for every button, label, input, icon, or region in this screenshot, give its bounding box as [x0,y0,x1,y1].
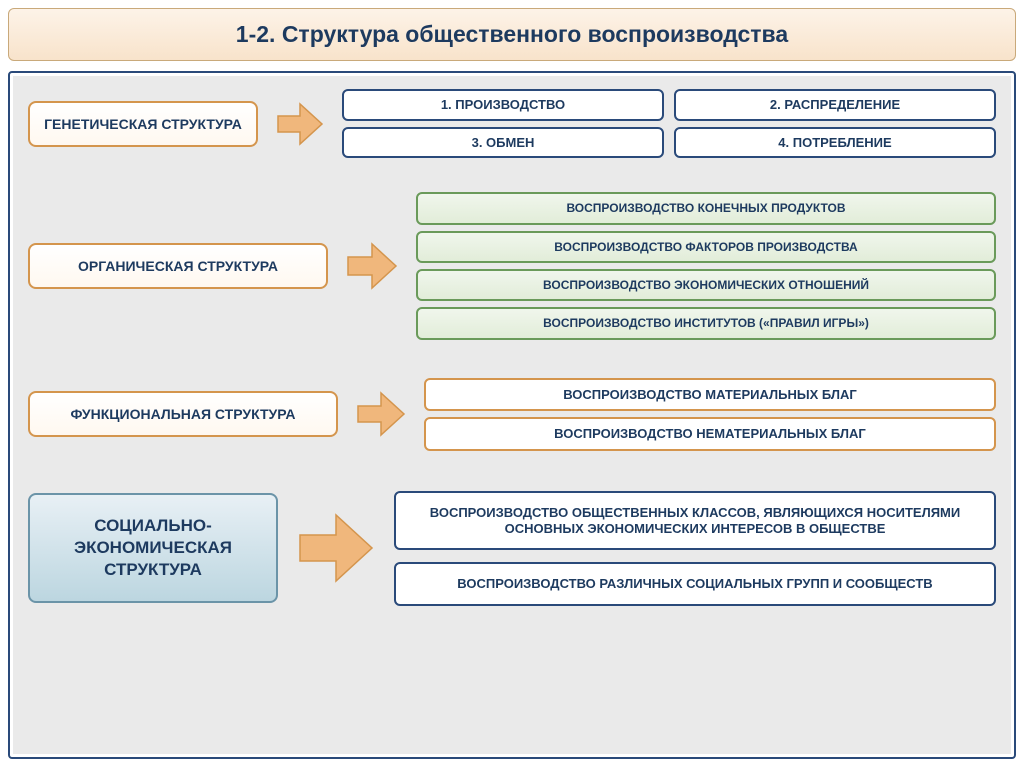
label-functional: ФУНКЦИОНАЛЬНАЯ СТРУКТУРА [28,391,338,437]
item-production-factors: ВОСПРОИЗВОДСТВО ФАКТОРОВ ПРОИЗВОДСТВА [416,231,996,263]
item-final-products: ВОСПРОИЗВОДСТВО КОНЕЧНЫХ ПРОДУКТОВ [416,192,996,224]
page-title: 1-2. Структура общественного воспроизвод… [8,8,1016,61]
diagram-frame: ГЕНЕТИЧЕСКАЯ СТРУКТУРА 1. ПРОИЗВОДСТВО 2… [8,71,1016,759]
functional-items: ВОСПРОИЗВОДСТВО МАТЕРИАЛЬНЫХ БЛАГ ВОСПРО… [424,378,996,451]
label-organic: ОРГАНИЧЕСКАЯ СТРУКТУРА [28,243,328,289]
item-production: 1. ПРОИЗВОДСТВО [342,89,664,121]
arrow-icon [276,102,324,146]
item-social-groups: ВОСПРОИЗВОДСТВО РАЗЛИЧНЫХ СОЦИАЛЬНЫХ ГРУ… [394,562,996,606]
label-socio: СОЦИАЛЬНО-ЭКОНОМИЧЕСКАЯ СТРУКТУРА [28,493,278,603]
item-distribution: 2. РАСПРЕДЕЛЕНИЕ [674,89,996,121]
row-functional: ФУНКЦИОНАЛЬНАЯ СТРУКТУРА ВОСПРОИЗВОДСТВО… [28,378,996,451]
item-economic-relations: ВОСПРОИЗВОДСТВО ЭКОНОМИЧЕСКИХ ОТНОШЕНИЙ [416,269,996,301]
socio-items: ВОСПРОИЗВОДСТВО ОБЩЕСТВЕННЫХ КЛАССОВ, ЯВ… [394,491,996,606]
row-organic: ОРГАНИЧЕСКАЯ СТРУКТУРА ВОСПРОИЗВОДСТВО К… [28,192,996,340]
item-social-classes: ВОСПРОИЗВОДСТВО ОБЩЕСТВЕННЫХ КЛАССОВ, ЯВ… [394,491,996,550]
item-material-goods: ВОСПРОИЗВОДСТВО МАТЕРИАЛЬНЫХ БЛАГ [424,378,996,412]
label-genetic: ГЕНЕТИЧЕСКАЯ СТРУКТУРА [28,101,258,147]
row-socio: СОЦИАЛЬНО-ЭКОНОМИЧЕСКАЯ СТРУКТУРА ВОСПРО… [28,491,996,606]
organic-items: ВОСПРОИЗВОДСТВО КОНЕЧНЫХ ПРОДУКТОВ ВОСПР… [416,192,996,340]
arrow-icon [296,511,376,585]
genetic-items: 1. ПРОИЗВОДСТВО 2. РАСПРЕДЕЛЕНИЕ 3. ОБМЕ… [342,89,996,158]
arrow-icon [356,391,406,437]
row-genetic: ГЕНЕТИЧЕСКАЯ СТРУКТУРА 1. ПРОИЗВОДСТВО 2… [28,89,996,158]
item-exchange: 3. ОБМЕН [342,127,664,159]
arrow-icon [346,242,398,290]
item-nonmaterial-goods: ВОСПРОИЗВОДСТВО НЕМАТЕРИАЛЬНЫХ БЛАГ [424,417,996,451]
item-consumption: 4. ПОТРЕБЛЕНИЕ [674,127,996,159]
item-institutions: ВОСПРОИЗВОДСТВО ИНСТИТУТОВ («ПРАВИЛ ИГРЫ… [416,307,996,339]
